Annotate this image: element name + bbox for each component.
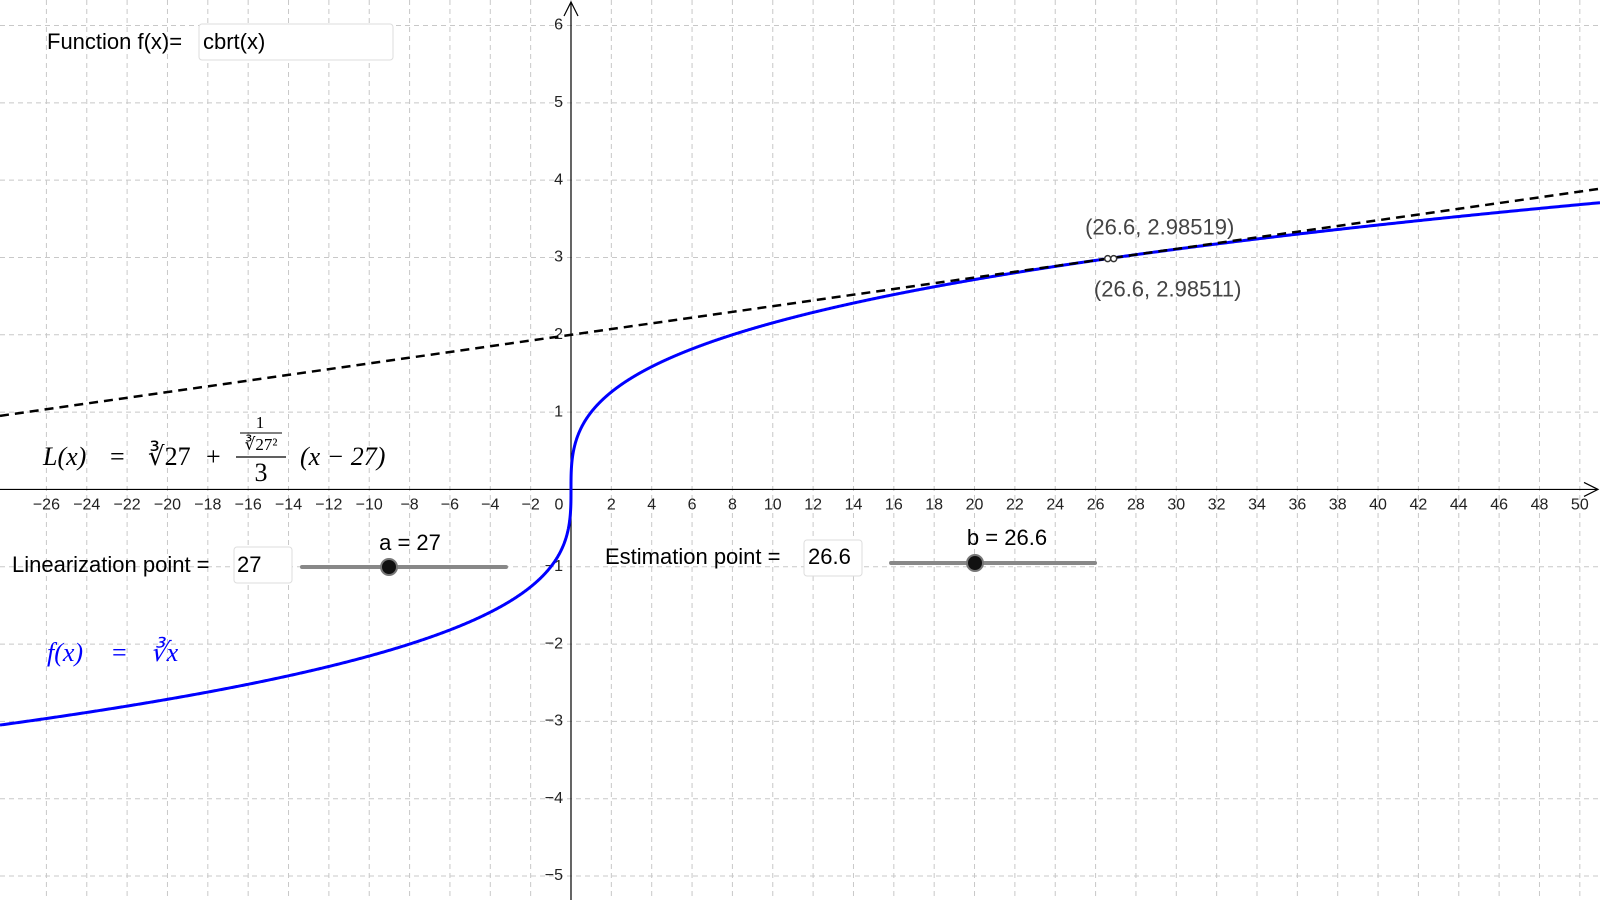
estimation-input[interactable] bbox=[803, 539, 863, 577]
slider-value-label: b = 26.6 bbox=[967, 525, 1047, 550]
formula-text: = bbox=[112, 638, 127, 667]
x-tick-label: 4 bbox=[647, 497, 656, 514]
formula-text: 1 bbox=[256, 413, 265, 432]
x-tick-label: −4 bbox=[481, 497, 499, 514]
formula-text: (x − 27) bbox=[300, 442, 385, 471]
slider-value-label: a = 27 bbox=[379, 530, 441, 555]
y-tick-label: 6 bbox=[554, 17, 563, 34]
formula-text: L(x) bbox=[42, 442, 86, 471]
function-input[interactable] bbox=[198, 23, 394, 61]
x-tick-label: 24 bbox=[1046, 497, 1064, 514]
point bbox=[1103, 254, 1112, 263]
x-tick-label: 6 bbox=[688, 497, 697, 514]
formula-text: ∛27 bbox=[148, 441, 191, 471]
y-tick-label: −5 bbox=[545, 867, 563, 884]
y-tick-label: −2 bbox=[545, 635, 563, 652]
formula-text: ∛x bbox=[150, 636, 179, 667]
x-tick-label: 42 bbox=[1410, 497, 1428, 514]
x-tick-label: −10 bbox=[356, 497, 383, 514]
y-tick-label: −3 bbox=[545, 713, 563, 730]
formula-L: L(x) = ∛27 + 1 ∛27² 3 (x − 27) bbox=[42, 413, 385, 487]
x-tick-label: 40 bbox=[1369, 497, 1387, 514]
plot: (26.6, 2.98519) (26.6, 2.98511) bbox=[0, 187, 1600, 727]
y-tick-label: −4 bbox=[545, 790, 563, 807]
x-tick-label: 46 bbox=[1490, 497, 1508, 514]
x-tick-label: −24 bbox=[73, 497, 100, 514]
formula-text: 3 bbox=[255, 458, 268, 487]
y-tick-label: 2 bbox=[554, 326, 563, 343]
x-tick-label: 0 bbox=[555, 497, 564, 514]
y-tick-label: 3 bbox=[554, 249, 563, 266]
x-tick-label: 16 bbox=[885, 497, 903, 514]
x-tick-label: 26 bbox=[1087, 497, 1105, 514]
point bbox=[1109, 254, 1118, 263]
x-tick-label: 48 bbox=[1531, 497, 1549, 514]
x-axis-arrow bbox=[1583, 481, 1600, 497]
formula-text: = bbox=[110, 442, 125, 471]
slider-knob[interactable] bbox=[380, 558, 398, 576]
x-tick-label: −2 bbox=[522, 497, 540, 514]
x-tick-label: 44 bbox=[1450, 497, 1468, 514]
y-axis-arrow bbox=[563, 0, 579, 17]
tangent-line bbox=[0, 187, 1600, 418]
formula-text: f(x) bbox=[47, 638, 83, 667]
x-tick-label: 50 bbox=[1571, 497, 1589, 514]
x-tick-label: −20 bbox=[154, 497, 181, 514]
x-tick-label: 22 bbox=[1006, 497, 1024, 514]
formula-text: ∛27² bbox=[245, 435, 278, 454]
x-tick-label: −16 bbox=[235, 497, 262, 514]
function-curve bbox=[0, 201, 1600, 727]
function-input-text[interactable]: cbrt(x) bbox=[203, 29, 265, 54]
linearization-input-text[interactable]: 27 bbox=[237, 552, 261, 577]
function-label: Function f(x)= bbox=[47, 29, 182, 54]
y-tick-label: 1 bbox=[554, 403, 563, 420]
estimation-label: Estimation point = bbox=[605, 544, 780, 569]
x-tick-label: 10 bbox=[764, 497, 782, 514]
x-tick-label: 2 bbox=[607, 497, 616, 514]
y-tick-label: 4 bbox=[554, 171, 563, 188]
x-tick-label: 14 bbox=[845, 497, 863, 514]
x-tick-label: −22 bbox=[114, 497, 141, 514]
x-tick-label: −12 bbox=[315, 497, 342, 514]
x-tick-label: −26 bbox=[33, 497, 60, 514]
point-label: (26.6, 2.98519) bbox=[1085, 214, 1234, 239]
slider-knob[interactable] bbox=[966, 554, 984, 572]
x-tick-label: 36 bbox=[1288, 497, 1306, 514]
linearization-label: Linearization point = bbox=[12, 552, 210, 577]
x-tick-label: 38 bbox=[1329, 497, 1347, 514]
x-tick-label: 12 bbox=[804, 497, 822, 514]
x-tick-label: −18 bbox=[194, 497, 221, 514]
x-tick-label: 32 bbox=[1208, 497, 1226, 514]
point-label: (26.6, 2.98511) bbox=[1094, 276, 1242, 301]
estimation-input-text[interactable]: 26.6 bbox=[808, 544, 851, 569]
x-tick-label: 18 bbox=[925, 497, 943, 514]
formula-f: f(x) = ∛x bbox=[47, 636, 179, 667]
x-tick-label: 8 bbox=[728, 497, 737, 514]
linearization-input[interactable] bbox=[233, 546, 293, 584]
x-tick-label: 30 bbox=[1167, 497, 1185, 514]
x-tick-label: 28 bbox=[1127, 497, 1145, 514]
x-tick-label: −14 bbox=[275, 497, 302, 514]
x-tick-label: 20 bbox=[966, 497, 984, 514]
x-tick-label: 34 bbox=[1248, 497, 1266, 514]
formula-text: + bbox=[206, 442, 221, 471]
x-tick-label: −8 bbox=[400, 497, 418, 514]
y-tick-label: 5 bbox=[554, 94, 563, 111]
x-tick-label: −6 bbox=[441, 497, 459, 514]
